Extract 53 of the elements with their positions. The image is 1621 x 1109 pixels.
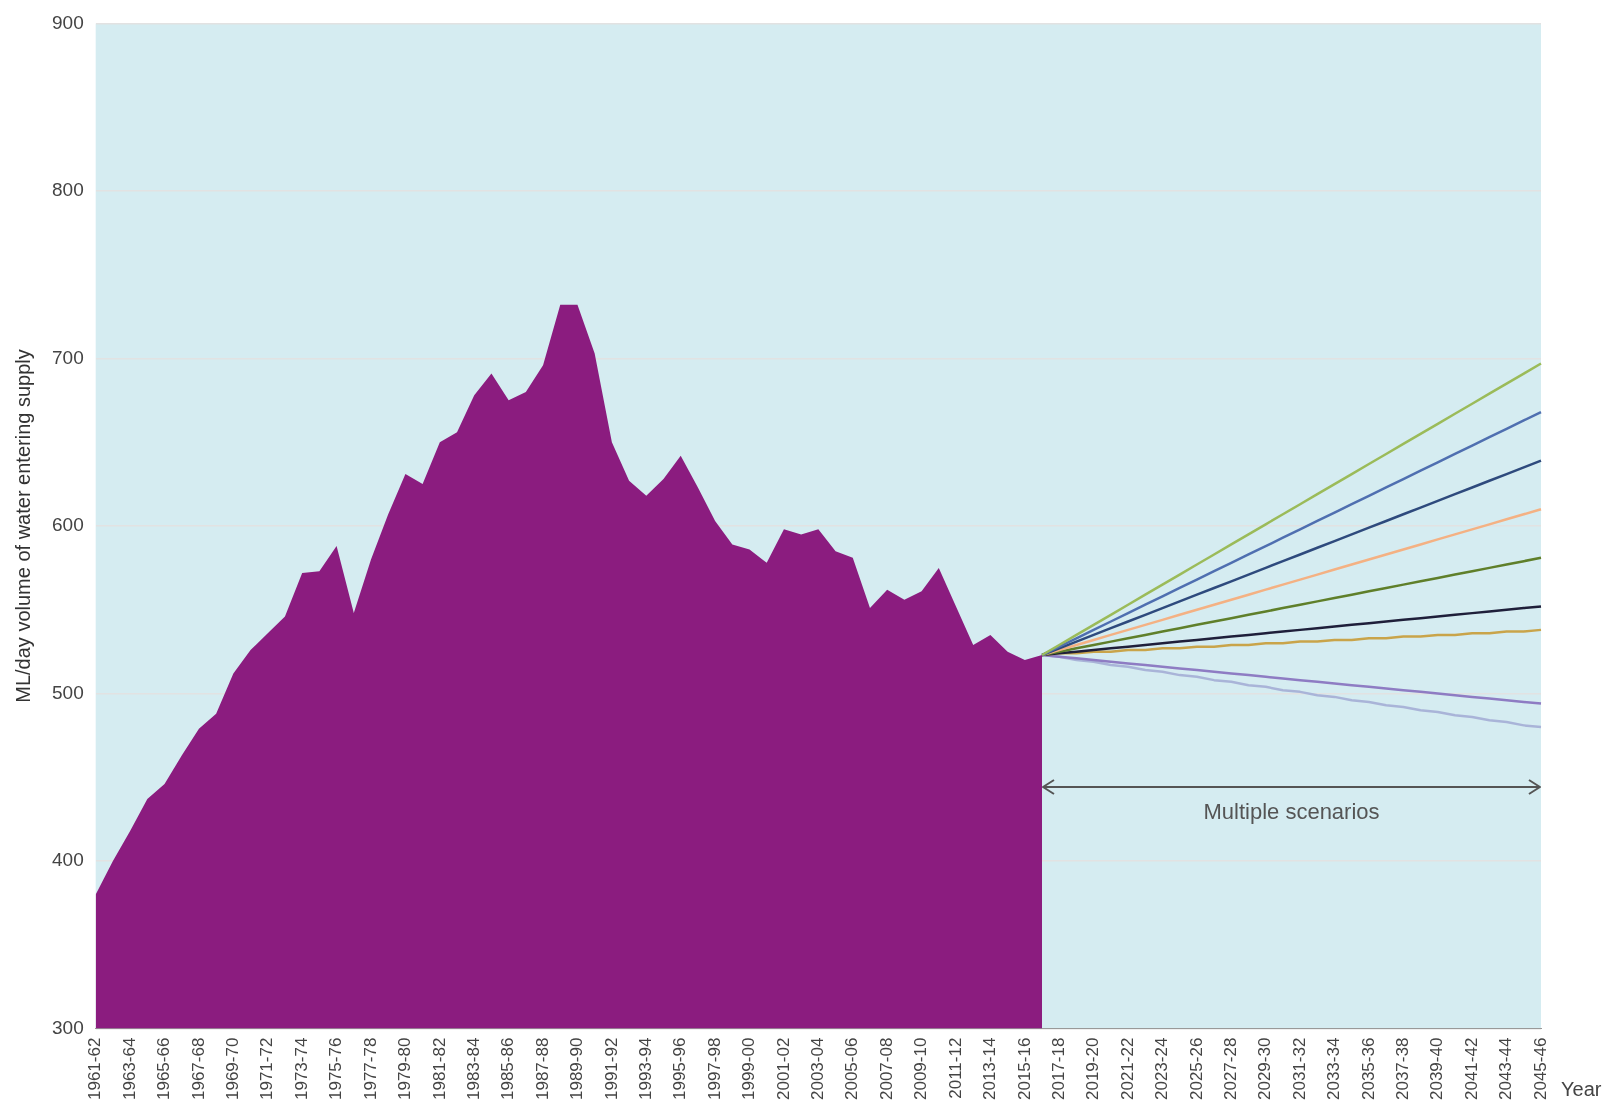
- x-tick-label: 2025-26: [1186, 1037, 1206, 1100]
- y-tick-label: 900: [52, 11, 84, 33]
- annotation: Multiple scenarios: [1203, 799, 1380, 825]
- y-tick-label: 400: [52, 849, 84, 871]
- x-tick-label: 2037-38: [1393, 1037, 1413, 1100]
- y-tick-label: 300: [52, 1016, 84, 1038]
- x-tick-label: 2035-36: [1358, 1037, 1378, 1100]
- x-tick-label: 2009-10: [911, 1037, 931, 1100]
- x-tick-label: 2017-18: [1048, 1037, 1068, 1100]
- x-tick-label: 2045-46: [1530, 1037, 1550, 1100]
- x-tick-label: 2013-14: [980, 1037, 1000, 1100]
- y-tick-label: 500: [52, 681, 84, 703]
- x-tick-label: 1977-78: [360, 1037, 380, 1100]
- x-tick-label: 1969-70: [223, 1037, 243, 1100]
- x-tick-label: 2005-06: [842, 1037, 862, 1100]
- x-tick-label: 2001-02: [773, 1037, 793, 1100]
- x-tick-label: 1967-68: [188, 1037, 208, 1100]
- y-tick-label: 800: [52, 179, 84, 201]
- x-tick-label: 1987-88: [532, 1037, 552, 1100]
- x-tick-label: 2007-08: [876, 1037, 896, 1100]
- x-tick-label: 1979-80: [395, 1037, 415, 1100]
- x-tick-label: 1965-66: [154, 1037, 174, 1100]
- x-tick-label: 2011-12: [945, 1037, 965, 1099]
- x-tick-label: 1963-64: [119, 1037, 139, 1100]
- x-tick-label: 1991-92: [601, 1037, 621, 1100]
- x-tick-label: 2043-44: [1496, 1037, 1516, 1100]
- x-tick-label: 2031-32: [1289, 1037, 1309, 1100]
- x-tick-label: 1985-86: [498, 1037, 518, 1100]
- x-tick-label: 1993-94: [635, 1037, 655, 1100]
- x-tick-label: 1981-82: [429, 1037, 449, 1100]
- x-tick-label: 1989-90: [567, 1037, 587, 1100]
- x-axis-title: Year: [1561, 1078, 1602, 1101]
- x-tick-label: 1973-74: [291, 1037, 311, 1100]
- x-tick-label: 2029-30: [1255, 1037, 1275, 1100]
- x-tick-label: 2003-04: [808, 1037, 828, 1100]
- x-tick-label: 1983-84: [463, 1037, 483, 1100]
- x-tick-label: 1995-96: [670, 1037, 690, 1100]
- x-tick-label: 2027-28: [1220, 1037, 1240, 1100]
- x-tick-label: 2019-20: [1083, 1037, 1103, 1100]
- x-tick-label: 2039-40: [1427, 1037, 1447, 1100]
- x-tick-label: 2023-24: [1152, 1037, 1172, 1100]
- x-tick-label: 1961-62: [85, 1037, 105, 1100]
- x-tick-label: 2033-34: [1324, 1037, 1344, 1100]
- x-tick-label: 2015-16: [1014, 1037, 1034, 1100]
- y-axis-title: ML/day volume of water entering supply: [11, 349, 34, 703]
- x-tick-label: 1997-98: [704, 1037, 724, 1100]
- y-tick-label: 700: [52, 346, 84, 368]
- x-tick-label: 1971-72: [257, 1037, 277, 1100]
- x-tick-label: 1975-76: [326, 1037, 346, 1100]
- x-tick-label: 2021-22: [1117, 1037, 1137, 1100]
- x-tick-label: 2041-42: [1461, 1037, 1481, 1100]
- y-tick-label: 600: [52, 514, 84, 536]
- x-tick-label: 1999-00: [739, 1037, 759, 1100]
